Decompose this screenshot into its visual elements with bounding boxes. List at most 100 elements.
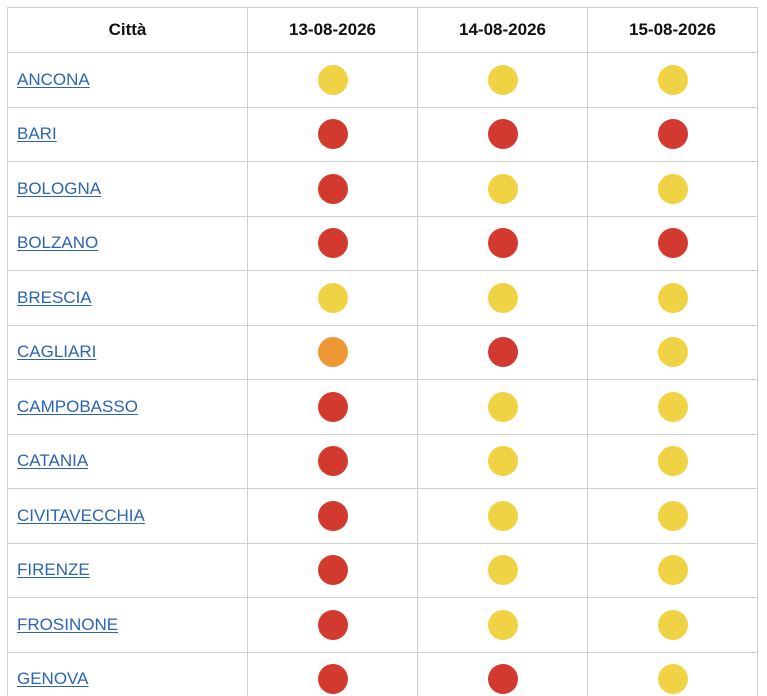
level-dot-yellow (657, 282, 688, 313)
level-dot-yellow (657, 500, 688, 531)
level-cell (587, 161, 758, 217)
level-cell (247, 324, 418, 380)
level-dot-red (317, 391, 348, 422)
city-link[interactable]: CAGLIARI (17, 342, 97, 362)
level-cell (417, 433, 588, 489)
city-link[interactable]: BRESCIA (17, 287, 92, 307)
level-dot-red (487, 337, 518, 368)
level-dot-yellow (657, 555, 688, 586)
level-cell (247, 52, 418, 108)
city-link[interactable]: FIRENZE (17, 560, 90, 580)
table-row: BOLOGNA (7, 161, 758, 217)
level-dot-yellow (657, 664, 688, 695)
level-dot-red (487, 228, 518, 259)
city-cell: CAGLIARI (7, 324, 248, 380)
city-link[interactable]: CIVITAVECCHIA (17, 505, 145, 525)
level-dot-red (317, 500, 348, 531)
level-cell (247, 542, 418, 598)
table-header-row: Città 13-08-2026 14-08-2026 15-08-2026 (7, 7, 758, 53)
level-dot-yellow (487, 391, 518, 422)
level-cell (417, 597, 588, 653)
level-dot-red (487, 119, 518, 150)
level-dot-yellow (657, 391, 688, 422)
table-row: BARI (7, 106, 758, 162)
level-cell (587, 270, 758, 326)
level-dot-red (317, 446, 348, 477)
level-dot-yellow (657, 337, 688, 368)
level-dot-red (317, 609, 348, 640)
level-dot-yellow (317, 64, 348, 95)
level-cell (417, 270, 588, 326)
city-link[interactable]: FROSINONE (17, 614, 119, 634)
level-cell (247, 215, 418, 271)
city-cell: CATANIA (7, 433, 248, 489)
city-link[interactable]: GENOVA (17, 669, 89, 689)
level-cell (247, 488, 418, 544)
level-dot-red (317, 119, 348, 150)
level-cell (587, 488, 758, 544)
city-cell: BRESCIA (7, 270, 248, 326)
city-link[interactable]: CATANIA (17, 451, 89, 471)
city-link[interactable]: ANCONA (17, 69, 90, 89)
column-header-date: 14-08-2026 (417, 7, 588, 53)
level-dot-orange (317, 337, 348, 368)
level-cell (247, 597, 418, 653)
level-cell (587, 597, 758, 653)
level-cell (247, 161, 418, 217)
table-row: GENOVA (7, 651, 758, 696)
level-dot-yellow (657, 446, 688, 477)
table-row: FROSINONE (7, 597, 758, 653)
city-cell: BOLOGNA (7, 161, 248, 217)
level-dot-yellow (487, 64, 518, 95)
level-cell (587, 324, 758, 380)
level-cell (587, 215, 758, 271)
table-body: ANCONA BARI BOLOGNA BOLZANO BRESCIA CAGLIARI C… (7, 52, 758, 696)
level-cell (587, 433, 758, 489)
table-row: BRESCIA (7, 270, 758, 326)
city-cell: FROSINONE (7, 597, 248, 653)
level-cell (587, 52, 758, 108)
level-cell (247, 433, 418, 489)
level-cell (417, 324, 588, 380)
table-row: FIRENZE (7, 542, 758, 598)
level-cell (587, 106, 758, 162)
column-header-date: 15-08-2026 (587, 7, 758, 53)
column-header-city: Città (7, 7, 248, 53)
level-cell (247, 379, 418, 435)
city-cell: BARI (7, 106, 248, 162)
level-cell (587, 379, 758, 435)
city-cell: FIRENZE (7, 542, 248, 598)
level-dot-red (317, 555, 348, 586)
level-dot-yellow (487, 500, 518, 531)
city-link[interactable]: BARI (17, 124, 57, 144)
level-cell (417, 52, 588, 108)
level-dot-yellow (657, 64, 688, 95)
city-link[interactable]: CAMPOBASSO (17, 396, 138, 416)
level-cell (417, 106, 588, 162)
column-header-date: 13-08-2026 (247, 7, 418, 53)
level-dot-red (657, 228, 688, 259)
level-cell (247, 106, 418, 162)
level-dot-yellow (657, 609, 688, 640)
level-dot-yellow (487, 282, 518, 313)
city-link[interactable]: BOLZANO (17, 233, 99, 253)
table-row: CATANIA (7, 433, 758, 489)
level-dot-red (487, 664, 518, 695)
table-row: CIVITAVECCHIA (7, 488, 758, 544)
city-cell: CAMPOBASSO (7, 379, 248, 435)
city-cell: GENOVA (7, 651, 248, 696)
level-dot-yellow (317, 282, 348, 313)
table-row: ANCONA (7, 52, 758, 108)
city-link[interactable]: BOLOGNA (17, 178, 102, 198)
table-row: CAGLIARI (7, 324, 758, 380)
level-cell (247, 651, 418, 696)
level-cell (417, 651, 588, 696)
level-dot-red (317, 228, 348, 259)
level-dot-red (317, 173, 348, 204)
level-cell (417, 215, 588, 271)
level-dot-yellow (487, 446, 518, 477)
level-dot-red (657, 119, 688, 150)
level-dot-yellow (657, 173, 688, 204)
level-cell (417, 542, 588, 598)
